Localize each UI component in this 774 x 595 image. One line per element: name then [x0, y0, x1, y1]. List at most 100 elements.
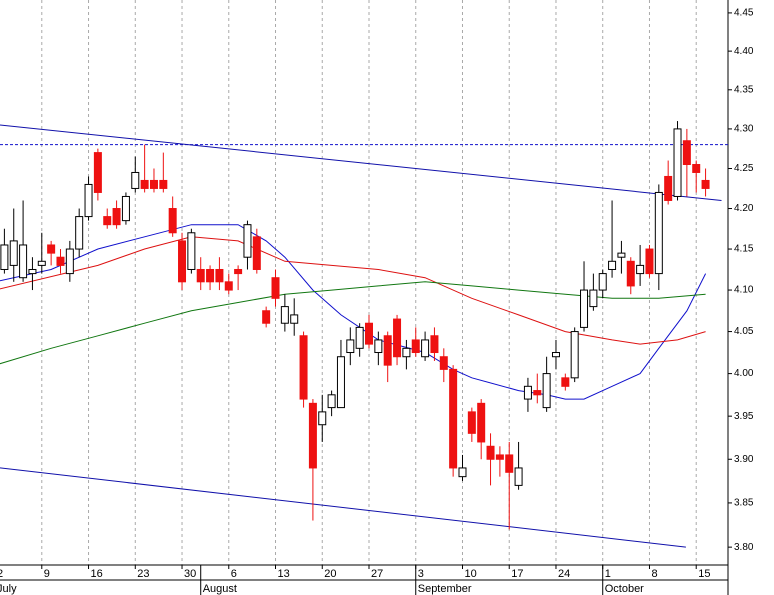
candle-body [178, 240, 187, 283]
candle-body [280, 306, 289, 324]
candle-body [215, 268, 224, 283]
candle-body [299, 335, 308, 400]
candle-body [290, 314, 299, 324]
candle-body [346, 339, 355, 354]
candle-body [224, 281, 233, 291]
candle-body [84, 183, 93, 218]
candle-body [523, 385, 532, 400]
candle-body [308, 402, 317, 469]
candle-body [336, 356, 345, 409]
indicator-line [0, 236, 706, 345]
candle-body [65, 248, 74, 275]
candle-body [243, 224, 252, 258]
indicator-line [0, 467, 686, 548]
candle-body [187, 232, 196, 270]
indicator-line [0, 281, 706, 365]
candle-body [262, 310, 271, 324]
candle-body [645, 248, 654, 275]
candle-body [37, 260, 46, 266]
candle-body [570, 331, 579, 379]
candle-body [486, 445, 495, 460]
month-label: September [418, 583, 472, 595]
candle-body [682, 140, 691, 166]
candle-body [542, 373, 551, 409]
x-tick-label: 2 [0, 568, 3, 580]
x-tick-label: 13 [278, 568, 290, 580]
candle-body [701, 179, 710, 189]
x-tick-label: 24 [558, 568, 570, 580]
y-tick-label: 4.45 [734, 8, 754, 19]
candle-body [439, 356, 448, 370]
candle-body [598, 273, 607, 291]
y-tick-label: 4.15 [734, 244, 754, 255]
y-tick-label: 3.90 [734, 454, 754, 465]
y-tick-label: 4.05 [734, 326, 754, 337]
candle-body [93, 152, 102, 193]
x-tick-label: 6 [231, 568, 237, 580]
y-tick-label: 4.10 [734, 285, 754, 296]
candle-body [383, 335, 392, 366]
candle-body [234, 268, 243, 275]
candle-body [608, 260, 617, 270]
candle-body [47, 244, 56, 254]
candle-body [430, 335, 439, 354]
candle-body [318, 411, 327, 426]
candle-body [654, 191, 663, 275]
candle-body [327, 394, 336, 409]
month-label: July [0, 583, 17, 595]
month-label: August [203, 583, 237, 595]
x-tick-label: 15 [698, 568, 710, 580]
candle-body [19, 244, 28, 279]
candle-body [505, 454, 514, 473]
candle-body [626, 260, 635, 287]
candle-body [514, 467, 523, 486]
indicator-line [0, 124, 722, 201]
y-tick-label: 4.20 [734, 203, 754, 214]
candle-body [533, 390, 542, 396]
candle-body [561, 377, 570, 387]
candle-body [28, 268, 37, 275]
x-tick-label: 3 [418, 568, 424, 580]
candle-body [551, 352, 560, 358]
candle-body [589, 289, 598, 308]
y-tick-label: 4.35 [734, 84, 754, 95]
candle-body [617, 252, 626, 258]
y-tick-label: 3.95 [734, 411, 754, 422]
candle-body [252, 236, 261, 270]
x-tick-label: 17 [511, 568, 523, 580]
candle-body [374, 339, 383, 354]
candle-body [355, 326, 364, 349]
candle-body [477, 402, 486, 443]
candle-body [402, 347, 411, 358]
candle-body [168, 208, 177, 234]
x-tick-label: 20 [324, 568, 336, 580]
candle-body [56, 256, 65, 266]
candle-body [0, 244, 9, 270]
y-tick-label: 4.25 [734, 163, 754, 174]
candle-body [9, 240, 18, 266]
candle-body [196, 268, 205, 283]
candle-body [271, 277, 280, 299]
candle-body [206, 268, 215, 283]
x-tick-label: 10 [464, 568, 476, 580]
candle-body [449, 368, 458, 469]
candle-body [365, 322, 374, 345]
candle-body [121, 195, 130, 222]
x-tick-label: 9 [44, 568, 50, 580]
y-tick-label: 3.80 [734, 542, 754, 553]
candle-body [580, 289, 589, 328]
x-tick-label: 1 [605, 568, 611, 580]
candle-body [692, 164, 701, 173]
x-tick-label: 30 [184, 568, 196, 580]
candle-body [103, 216, 112, 226]
candle-body [495, 454, 504, 460]
candle-body [75, 216, 84, 250]
candle-body [159, 179, 168, 189]
x-tick-label: 23 [137, 568, 149, 580]
candle-body [636, 264, 645, 275]
y-tick-label: 4.30 [734, 124, 754, 135]
x-tick-label: 8 [651, 568, 657, 580]
y-tick-label: 3.85 [734, 498, 754, 509]
x-tick-label: 27 [371, 568, 383, 580]
